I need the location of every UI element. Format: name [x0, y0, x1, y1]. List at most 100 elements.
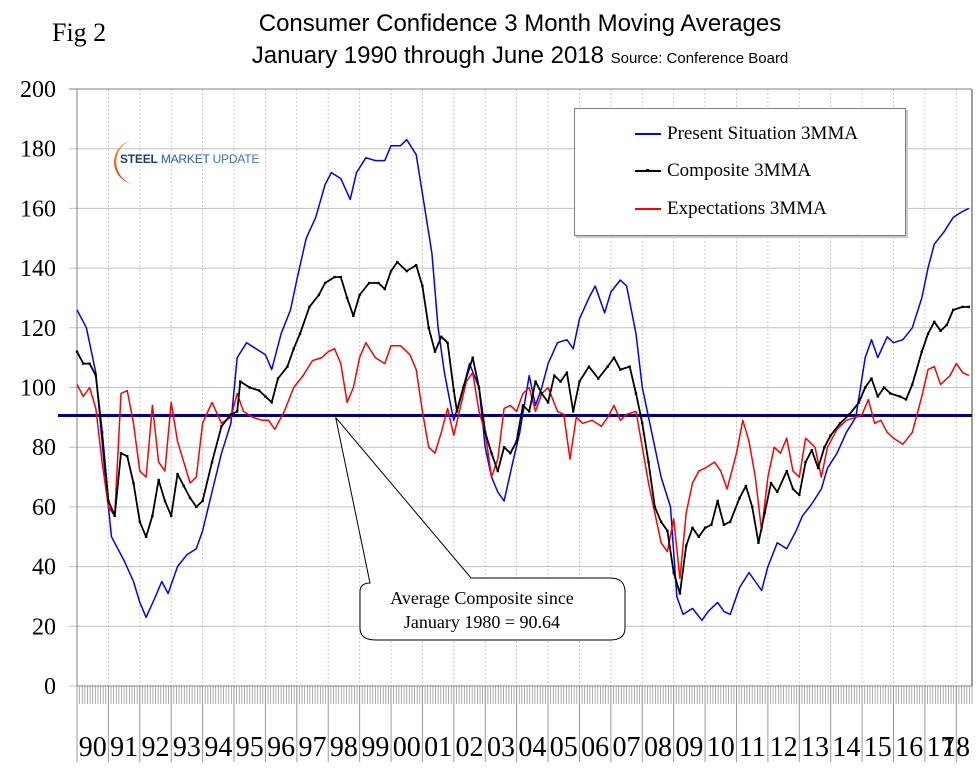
composite-marker — [248, 386, 251, 389]
composite-marker — [540, 392, 543, 395]
series-group — [75, 138, 971, 622]
composite-marker — [933, 320, 936, 324]
y-tick-label: 140 — [20, 256, 56, 282]
x-tick-label: 08 — [644, 732, 672, 763]
x-tick-label: 00 — [393, 732, 421, 763]
composite-marker — [763, 511, 766, 515]
logo-text: STEEL MARKET UPDATE — [120, 152, 259, 166]
composite-marker — [490, 451, 493, 455]
composite-marker — [710, 523, 713, 527]
steel-market-update-logo: STEEL MARKET UPDATE — [108, 136, 259, 186]
callout-line1: Average Composite since — [390, 588, 574, 608]
composite-marker — [345, 296, 349, 300]
composite-marker — [138, 520, 142, 524]
y-tick-label: 20 — [32, 614, 56, 640]
composite-marker — [898, 395, 901, 398]
composite-marker — [571, 410, 575, 413]
x-tick-label: 04 — [518, 732, 546, 763]
composite-marker — [414, 263, 418, 267]
callout-bubble — [335, 417, 626, 641]
composite-marker — [270, 401, 273, 404]
composite-marker — [427, 326, 430, 329]
composite-marker — [685, 544, 688, 547]
composite-marker — [750, 505, 754, 509]
logo-market: MARKET — [160, 152, 210, 166]
composite-marker — [553, 374, 556, 377]
composite-marker — [876, 395, 879, 398]
composite-marker — [126, 454, 129, 458]
composite-marker — [210, 460, 214, 464]
legend-item-expectations: Expectations 3MMA — [635, 198, 827, 220]
composite-marker — [377, 281, 380, 285]
x-tick-label: 96 — [267, 732, 295, 763]
composite-marker — [75, 350, 79, 353]
composite-marker — [738, 496, 741, 500]
y-tick-label: 40 — [32, 555, 56, 581]
composite-marker — [462, 386, 465, 389]
legend-swatch-black — [635, 169, 661, 172]
composite-marker — [276, 377, 280, 380]
composite-marker — [235, 410, 239, 413]
composite-marker — [945, 323, 949, 327]
composite-marker — [534, 380, 537, 383]
x-tick-label: 94 — [204, 732, 232, 763]
composite-marker — [113, 514, 116, 518]
composite-marker — [333, 275, 336, 279]
composite-marker — [94, 374, 98, 377]
composite-marker — [678, 592, 682, 595]
x-tick-label: 93 — [173, 732, 201, 763]
composite-marker — [882, 386, 886, 389]
composite-marker — [911, 383, 914, 386]
y-tick-label: 120 — [20, 316, 56, 342]
composite-marker — [838, 422, 842, 425]
composite-marker — [163, 499, 167, 503]
composite-marker — [477, 386, 481, 389]
composite-marker — [757, 541, 760, 544]
composite-marker — [565, 371, 569, 374]
composite-marker — [641, 422, 644, 425]
composite-marker — [201, 499, 204, 503]
composite-marker — [151, 514, 154, 518]
x-tick-label: 13 — [801, 732, 829, 763]
composite-marker — [182, 484, 185, 488]
x-tick-label: 10 — [707, 732, 735, 763]
composite-marker — [82, 362, 85, 365]
composite-marker — [308, 305, 311, 309]
composite-marker — [606, 365, 609, 368]
composite-marker — [195, 505, 198, 509]
composite-marker — [961, 305, 964, 309]
y-tick-label: 200 — [20, 77, 56, 103]
x-tick-label: 95 — [236, 732, 264, 763]
y-tick-label: 160 — [20, 196, 56, 222]
composite-marker — [521, 404, 525, 407]
composite-marker — [433, 350, 437, 353]
x-tick-label: 15 — [864, 732, 892, 763]
composite-marker — [257, 389, 261, 392]
composite-marker — [264, 395, 267, 398]
composite-marker — [292, 347, 295, 350]
legend-label-expectations: Expectations 3MMA — [667, 198, 827, 219]
composite-marker — [88, 362, 91, 365]
composite-marker — [829, 434, 832, 437]
composite-marker — [229, 413, 233, 416]
composite-marker — [628, 365, 631, 368]
composite-marker — [619, 368, 622, 371]
x-tick-label: 12 — [770, 732, 798, 763]
logo-steel: STEEL — [120, 152, 158, 166]
composite-marker — [421, 284, 424, 288]
composite-marker — [816, 466, 820, 470]
composite-marker — [804, 460, 807, 464]
composite-marker — [317, 293, 321, 297]
x-tick-label: 14 — [832, 732, 860, 763]
x-tick-label: 98 — [330, 732, 358, 763]
composite-marker — [157, 478, 160, 482]
composite-marker — [170, 514, 173, 518]
composite-marker — [452, 389, 456, 392]
x-tick-label: 09 — [675, 732, 703, 763]
composite-marker — [509, 451, 512, 455]
composite-marker — [967, 305, 971, 309]
composite-marker — [791, 487, 795, 491]
legend-swatch-red — [635, 208, 661, 210]
composite-marker — [744, 484, 748, 488]
composite-marker — [220, 425, 223, 428]
